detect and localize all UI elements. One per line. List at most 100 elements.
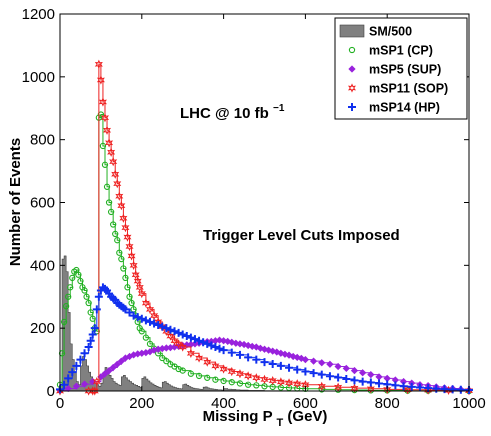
series-1-point-21 bbox=[99, 142, 107, 150]
series-2-point-62 bbox=[359, 369, 367, 377]
y-tick-label-0: 0 bbox=[47, 383, 55, 400]
series-3-point-41 bbox=[219, 364, 228, 374]
series-4-point-6 bbox=[80, 349, 89, 358]
lhc-annotation-main: LHC @ 10 fb bbox=[180, 105, 269, 122]
y-tick-label-6: 1200 bbox=[22, 6, 55, 23]
series-1-point-12 bbox=[81, 287, 88, 294]
series-1-point-3 bbox=[62, 303, 70, 310]
series-3-point-24 bbox=[133, 276, 142, 286]
series-3-point-23 bbox=[131, 270, 140, 280]
series-1-point-33 bbox=[124, 284, 131, 291]
series-3-point-3 bbox=[90, 386, 99, 396]
series-3-point-7 bbox=[98, 97, 107, 107]
series-4-point-48 bbox=[215, 344, 224, 353]
legend-marker-1 bbox=[348, 46, 356, 54]
y-tick-label-2: 400 bbox=[30, 257, 55, 274]
series-4-point-8 bbox=[86, 336, 95, 345]
series-3-point-10 bbox=[105, 138, 114, 148]
series-1-point-32 bbox=[122, 274, 129, 282]
series-1-point-34 bbox=[126, 293, 133, 300]
series-3-point-34 bbox=[170, 336, 179, 346]
series-3-point-47 bbox=[268, 375, 277, 386]
series-4-point-59 bbox=[301, 367, 310, 376]
series-3-point-33 bbox=[166, 331, 175, 341]
series-3-point-13 bbox=[111, 169, 120, 179]
series-2-point-10 bbox=[117, 357, 125, 365]
series-1-point-20 bbox=[97, 111, 105, 118]
series-1-point-52 bbox=[195, 372, 203, 380]
x-axis-label-unit: (GeV) bbox=[287, 408, 327, 425]
legend-marker-2 bbox=[348, 65, 356, 73]
series-4-point-72 bbox=[407, 382, 416, 391]
series-3-point-4 bbox=[92, 376, 101, 387]
series-4-point-46 bbox=[207, 341, 216, 350]
legend-marker-3 bbox=[347, 83, 357, 93]
series-1-point-50 bbox=[179, 367, 186, 374]
series-3-point-54 bbox=[350, 383, 359, 393]
series-1-point-66 bbox=[318, 386, 325, 393]
series-1-point-10 bbox=[77, 277, 84, 285]
series-1-point-59 bbox=[253, 382, 260, 389]
series-3-point-11 bbox=[107, 147, 116, 157]
series-4-point-61 bbox=[317, 370, 326, 379]
series-1-point-23 bbox=[103, 183, 111, 190]
series-1-point-26 bbox=[110, 221, 117, 228]
series-4 bbox=[56, 283, 473, 395]
series-3-point-48 bbox=[276, 377, 285, 387]
series-4-point-50 bbox=[227, 348, 236, 357]
series-4-point-57 bbox=[285, 363, 294, 372]
series-2-point-60 bbox=[342, 364, 350, 373]
legend-label-3: mSP11 (SOP) bbox=[369, 82, 448, 96]
series-4-point-38 bbox=[174, 328, 183, 337]
series-2-point-59 bbox=[334, 362, 342, 371]
series-3-point-5 bbox=[94, 59, 103, 69]
series-2-point-7 bbox=[105, 366, 113, 375]
series-3-point-56 bbox=[383, 384, 392, 395]
series-4-point-62 bbox=[325, 372, 334, 381]
series-4-point-26 bbox=[125, 308, 134, 317]
series-3-point-16 bbox=[117, 200, 126, 211]
series-1-point-58 bbox=[244, 381, 252, 388]
series-4-point-78 bbox=[456, 385, 465, 394]
series-3-point-42 bbox=[227, 366, 236, 377]
series-4-point-3 bbox=[68, 368, 77, 377]
series-3-point-17 bbox=[119, 213, 128, 223]
series-2-point-58 bbox=[326, 360, 334, 368]
series-3-point-52 bbox=[317, 381, 326, 391]
series-4-point-9 bbox=[88, 330, 97, 339]
series-1-point-51 bbox=[187, 370, 195, 377]
y-tick-label-4: 800 bbox=[30, 132, 55, 149]
series-3-point-19 bbox=[123, 232, 132, 242]
series-3-point-45 bbox=[252, 373, 261, 383]
series-4-point-37 bbox=[170, 327, 179, 336]
series-2-point-3 bbox=[80, 380, 89, 388]
series-3-point-22 bbox=[129, 260, 138, 270]
legend-label-1: mSP1 (CP) bbox=[369, 44, 433, 58]
series-4-point-11 bbox=[92, 305, 101, 314]
series-3-point-38 bbox=[195, 353, 204, 363]
series-3-point-20 bbox=[125, 241, 134, 252]
series-1-point-24 bbox=[105, 199, 113, 206]
series-3-point-26 bbox=[137, 288, 146, 299]
series-4-point-4 bbox=[72, 361, 81, 370]
series-1-point-46 bbox=[163, 358, 170, 365]
series-2-point-36 bbox=[224, 337, 232, 345]
series-4-point-73 bbox=[415, 383, 424, 392]
series-1-point-30 bbox=[118, 255, 125, 263]
series-2-point-55 bbox=[301, 355, 310, 364]
series-4-point-2 bbox=[64, 374, 73, 383]
series-1-point-22 bbox=[101, 161, 109, 168]
series-1-point-57 bbox=[236, 380, 244, 387]
series-2-point-9 bbox=[113, 360, 121, 368]
x-axis-label-sub: T bbox=[277, 417, 284, 429]
series-4-point-5 bbox=[76, 355, 85, 364]
series-4-point-63 bbox=[334, 373, 343, 382]
series-3-point-44 bbox=[244, 371, 253, 381]
series-1-point-2 bbox=[60, 318, 68, 326]
series-1-point-49 bbox=[175, 365, 182, 373]
trigger-annotation: Trigger Level Cuts Imposed bbox=[203, 227, 400, 244]
series-3-point-60 bbox=[464, 386, 474, 396]
series-1-point-31 bbox=[120, 265, 127, 272]
series-3-point-43 bbox=[235, 369, 244, 379]
series-3-point-25 bbox=[135, 282, 144, 292]
